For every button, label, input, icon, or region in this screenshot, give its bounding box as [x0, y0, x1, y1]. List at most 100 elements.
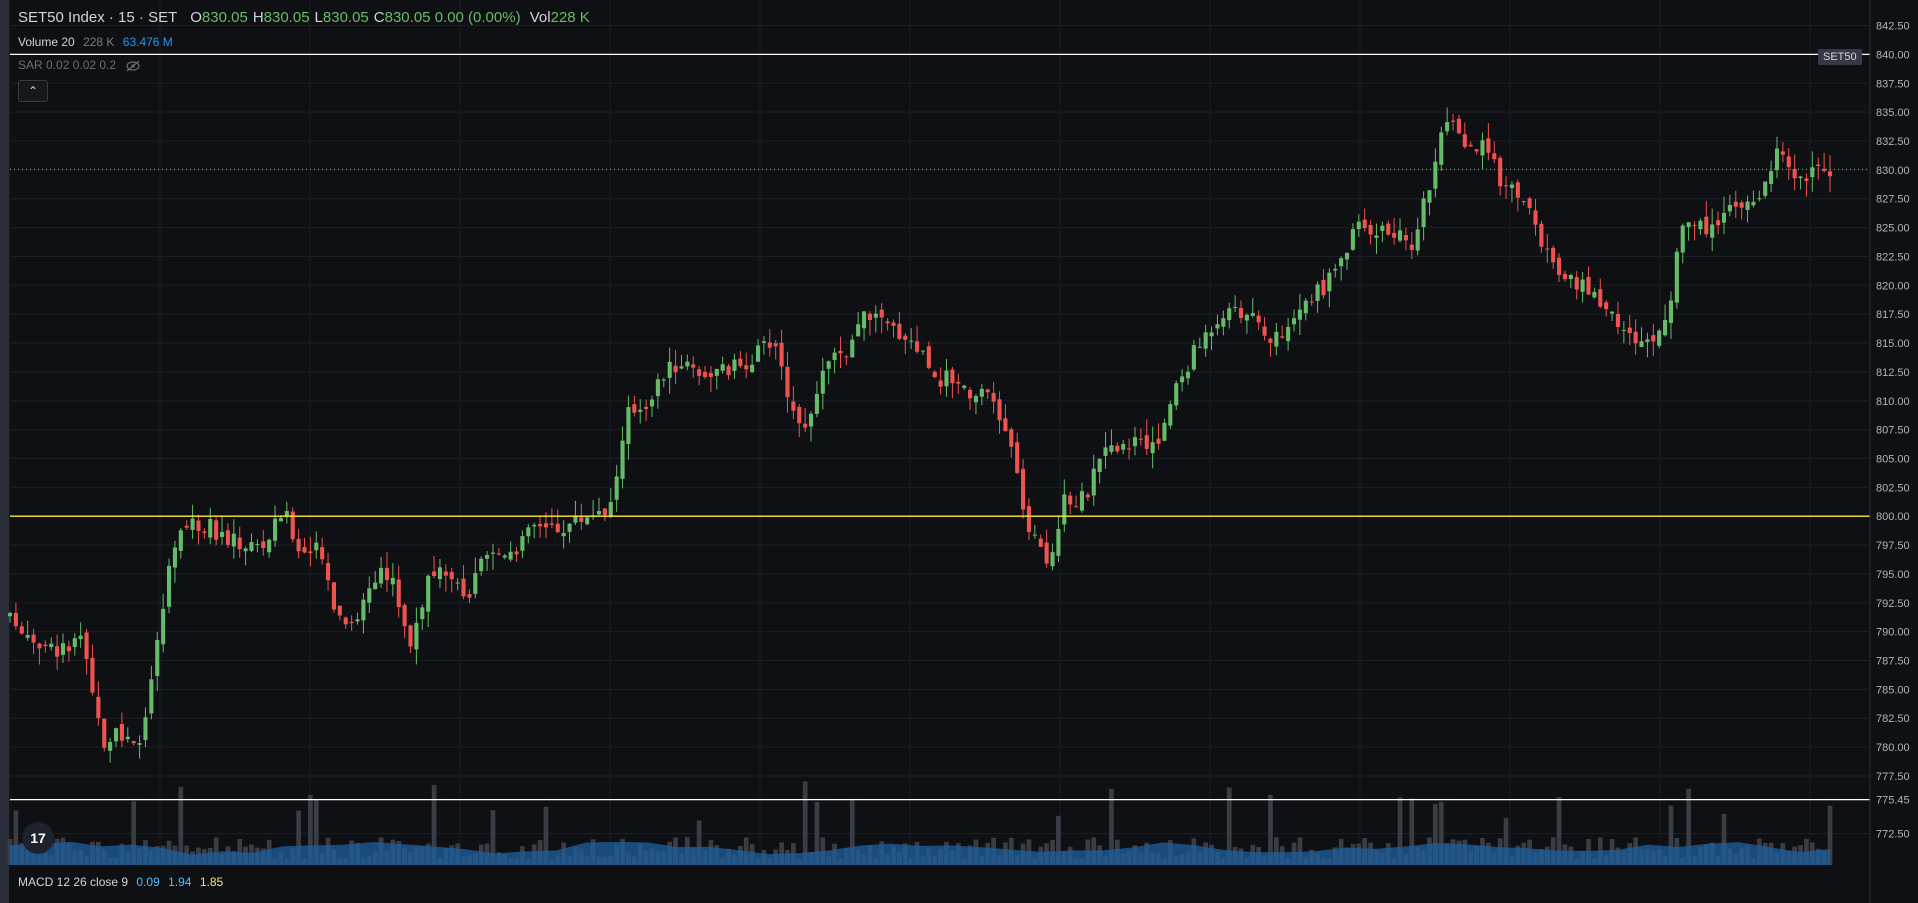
- candle-body: [1492, 153, 1497, 160]
- horizontal-lines: 840.00800.00775.45830.05: [10, 46, 1914, 808]
- candle-body: [879, 309, 884, 318]
- candle-body: [1792, 168, 1797, 179]
- candle-body: [1315, 284, 1320, 301]
- candle-body: [455, 582, 460, 584]
- tradingview-logo[interactable]: 17: [22, 822, 54, 854]
- candle-body: [1368, 225, 1373, 235]
- volume-bar: [178, 786, 184, 865]
- candle-body: [1651, 335, 1656, 342]
- candle-body: [1021, 468, 1026, 510]
- candle-body: [814, 393, 819, 414]
- price-tick-label: 790.00: [1876, 627, 1910, 639]
- candle-body: [349, 621, 354, 624]
- candle-body: [1091, 468, 1096, 496]
- symbol-tag: SET50: [1818, 49, 1862, 65]
- candle-body: [290, 511, 295, 540]
- candle-body: [108, 742, 113, 751]
- candle-body: [449, 571, 454, 580]
- macd-hist: 1.85: [199, 875, 224, 889]
- volume-bar: [1433, 803, 1438, 865]
- collapse-legend-button[interactable]: ⌃: [18, 80, 48, 102]
- candle-body: [420, 607, 425, 620]
- candle-body: [1545, 248, 1550, 250]
- vol-value: 228 K: [550, 9, 590, 26]
- volume-bar: [1226, 787, 1232, 865]
- candle-body: [1286, 326, 1291, 342]
- candle-body: [938, 380, 943, 387]
- candle-body: [243, 548, 248, 552]
- volume-bar: [1409, 798, 1415, 865]
- candle-body: [125, 736, 130, 740]
- symbol-title[interactable]: SET50 Index · 15 · SET: [18, 9, 178, 26]
- candle-body: [402, 604, 407, 627]
- price-tick-label: 805.00: [1876, 453, 1910, 465]
- candle-body: [1344, 252, 1350, 260]
- candle-body: [626, 407, 631, 444]
- candle-body: [1333, 268, 1338, 271]
- candle-body: [1586, 277, 1591, 295]
- candle-body: [1197, 346, 1202, 348]
- candle-body: [1498, 157, 1503, 187]
- volume-bar: [543, 806, 549, 865]
- candle-body: [1562, 273, 1568, 280]
- macd-legend[interactable]: MACD 12 26 close 9 0.09 1.94 1.85: [18, 875, 224, 889]
- candle-body: [920, 350, 925, 352]
- candle-body: [1739, 202, 1744, 208]
- candle-body: [1486, 138, 1491, 153]
- candle-body: [779, 342, 784, 367]
- candle-body: [1115, 445, 1120, 452]
- candle-body: [237, 537, 242, 550]
- candle-body: [1415, 229, 1420, 251]
- sar-legend[interactable]: SAR 0.02 0.02 0.2: [18, 58, 141, 72]
- candle-body: [172, 547, 177, 568]
- candle-body: [1674, 251, 1679, 303]
- candle-body: [1191, 345, 1196, 370]
- price-tick-label: 810.00: [1876, 396, 1910, 408]
- candle-body: [314, 542, 319, 551]
- price-tick-label: 782.50: [1876, 713, 1910, 725]
- volume-legend[interactable]: Volume 20 228 K 63.476 M: [18, 35, 173, 49]
- candle-body: [19, 626, 24, 634]
- price-tick-label: 795.00: [1876, 569, 1910, 581]
- candle-body: [1032, 534, 1037, 536]
- price-tick-label: 780.00: [1876, 742, 1910, 754]
- visibility-hidden-icon[interactable]: [125, 58, 141, 72]
- candle-body: [856, 324, 861, 337]
- candle-body: [1798, 176, 1803, 179]
- candle-body: [326, 563, 331, 581]
- candle-body: [1686, 222, 1691, 228]
- candle-body: [1721, 212, 1727, 223]
- candle-body: [620, 440, 625, 479]
- candle-body: [997, 399, 1002, 421]
- candle-body: [184, 525, 189, 528]
- candle-body: [1168, 404, 1173, 426]
- candle-body: [1132, 437, 1138, 447]
- candle-body: [1698, 220, 1703, 230]
- candle-body: [1727, 205, 1732, 212]
- candle-body: [1403, 235, 1408, 241]
- candle-body: [1209, 332, 1214, 337]
- candle-body: [738, 358, 743, 366]
- candle-body: [284, 511, 289, 516]
- candle-body: [1268, 338, 1273, 343]
- candle-body: [190, 518, 195, 530]
- volume-bar: [1438, 801, 1444, 865]
- candle-body: [1627, 327, 1632, 334]
- candle-body: [208, 518, 213, 538]
- candle-body: [1180, 376, 1185, 383]
- price-tick-label: 842.50: [1876, 21, 1910, 33]
- candle-body: [1462, 134, 1467, 147]
- candle-body: [49, 643, 54, 648]
- price-tick-label: 832.50: [1876, 136, 1910, 148]
- candle-body: [1015, 442, 1020, 473]
- candle-body: [272, 518, 278, 541]
- volume-bar: [1721, 813, 1727, 865]
- candle-body: [267, 539, 272, 553]
- volume-bar: [1827, 805, 1833, 865]
- candle-body: [979, 388, 984, 397]
- candle-body: [320, 547, 325, 560]
- candle-body: [1810, 167, 1815, 178]
- candle-body: [808, 413, 814, 427]
- candle-body: [1203, 332, 1208, 349]
